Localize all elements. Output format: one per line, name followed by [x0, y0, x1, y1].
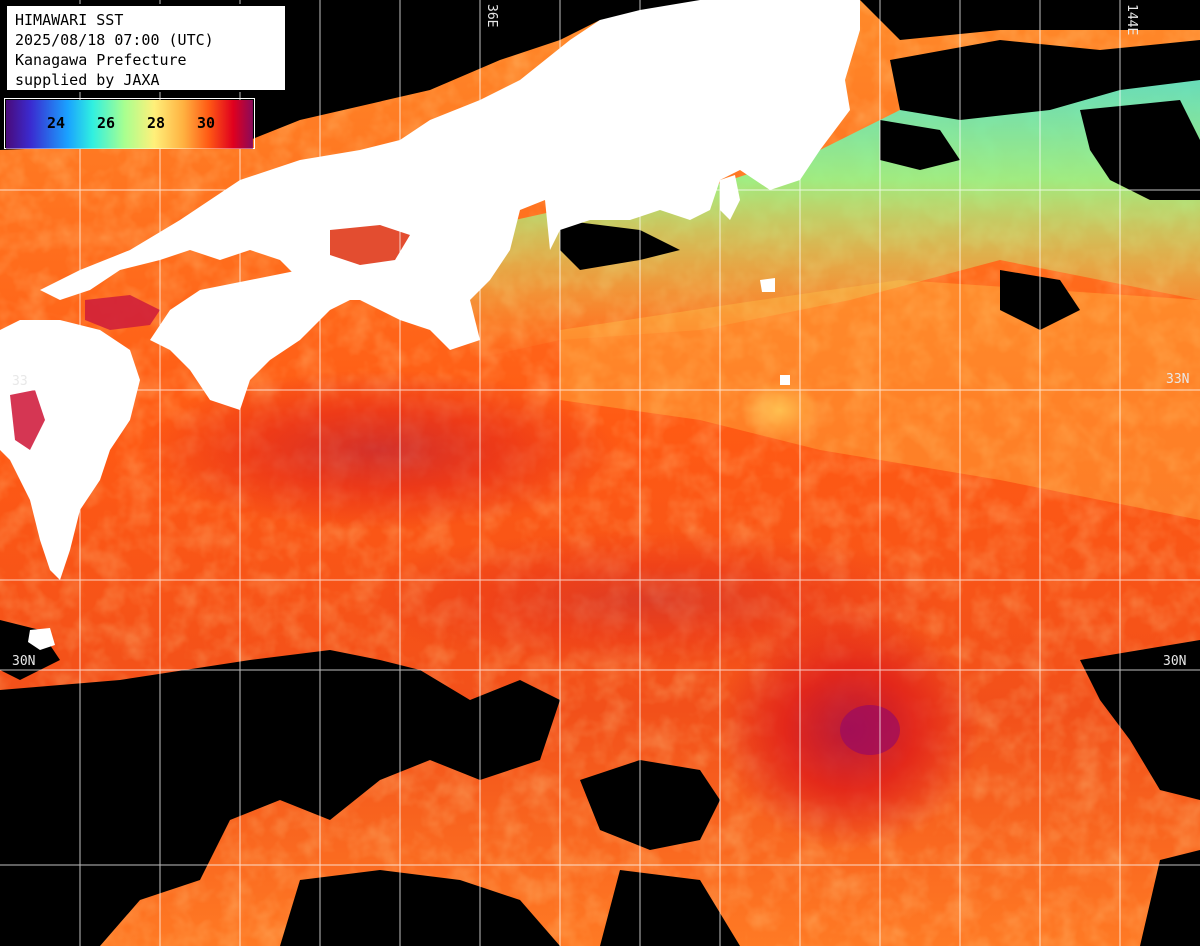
info-datetime: 2025/08/18 07:00 (UTC)	[15, 31, 214, 49]
land-shikoku	[150, 230, 410, 410]
info-title: HIMAWARI SST	[15, 11, 124, 29]
scale-label-30: 30	[197, 114, 216, 132]
land-izu-oshima	[760, 278, 775, 292]
scale-label-28: 28	[147, 114, 166, 132]
hot-region-mid	[350, 530, 950, 670]
scale-label-24: 24	[47, 114, 66, 132]
land-kyushu	[0, 320, 140, 580]
land-masses	[0, 0, 860, 650]
cool-coastal-band	[470, 60, 1200, 360]
lat-label-30-right: 30N	[1163, 654, 1187, 669]
scale-label-26: 26	[97, 114, 116, 132]
land-honshu	[40, 0, 860, 350]
land-tanegashima	[28, 628, 55, 650]
lat-label-30-left: 30N	[12, 654, 36, 669]
land-awaji	[470, 150, 495, 185]
kagoshima-bay	[10, 390, 45, 450]
info-region: Kanagawa Prefecture	[15, 51, 187, 69]
seto-inland-sea	[85, 295, 160, 330]
osaka-bay	[330, 225, 410, 265]
scale-gradient-bar	[6, 100, 253, 149]
map-info-box: HIMAWARI SST 2025/08/18 07:00 (UTC) Kana…	[5, 4, 287, 92]
lon-label-top-right: 144E	[1124, 4, 1139, 36]
hot-spot-magenta	[840, 705, 900, 755]
lat-label-33-left: 33	[12, 374, 28, 389]
lon-label-top-left: 36E	[484, 4, 499, 28]
info-source: supplied by JAXA	[15, 71, 160, 89]
temperature-color-scale: 24 26 28 30	[4, 98, 255, 149]
land-islet	[780, 375, 790, 385]
cool-eddy	[740, 380, 820, 440]
land-izu	[720, 175, 740, 220]
lat-label-33-right: 33N	[1166, 372, 1190, 387]
hot-region-west	[140, 370, 620, 530]
